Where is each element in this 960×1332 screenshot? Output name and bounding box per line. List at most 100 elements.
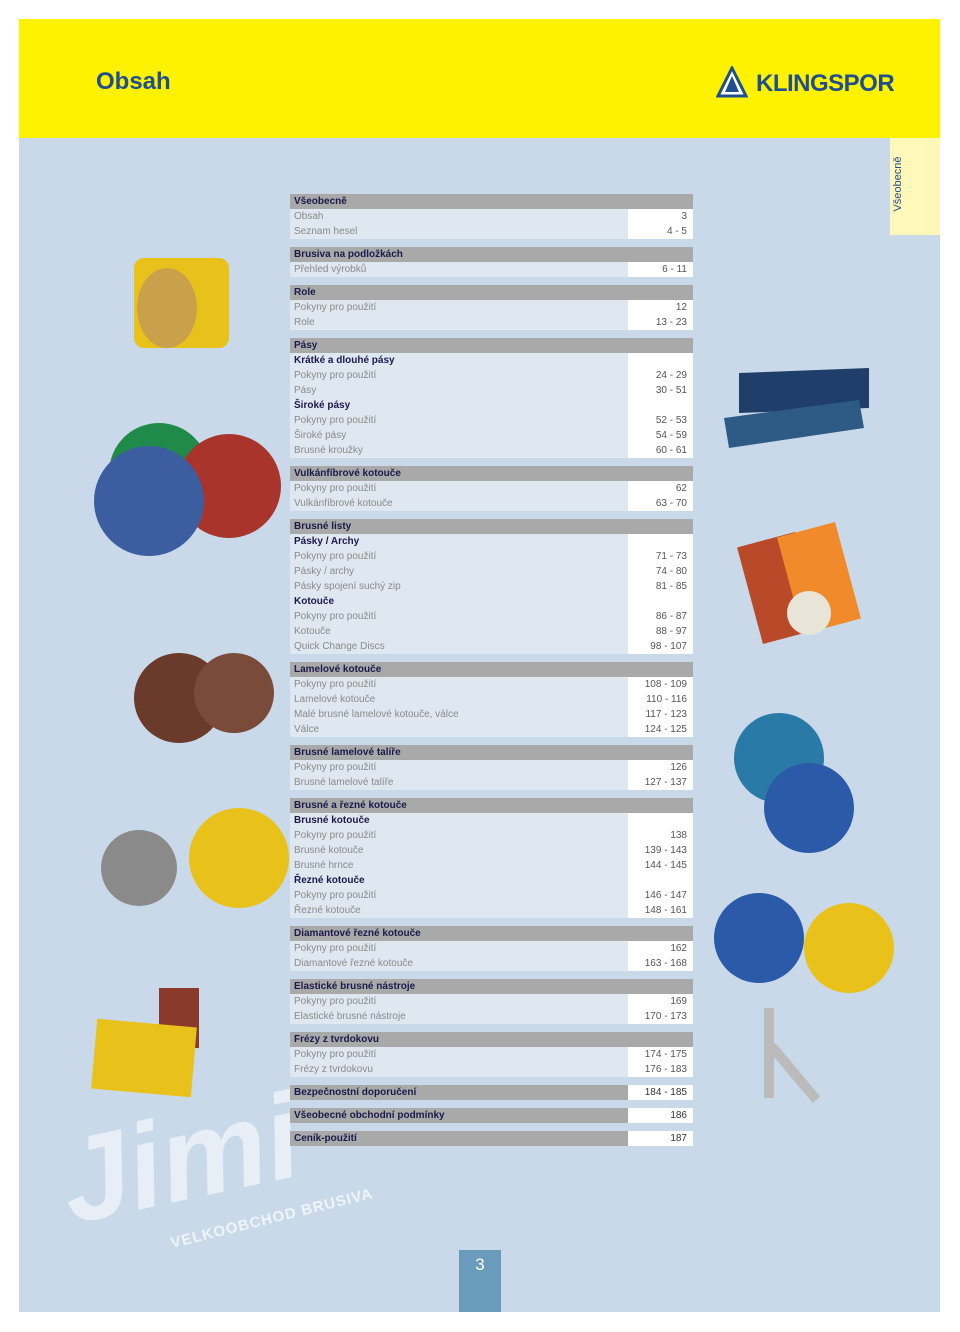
entry-label: Diamantové řezné kotouče (294, 958, 413, 969)
page-range: 81 - 85 (628, 579, 693, 594)
page-cell (628, 398, 693, 413)
entry-label: Pokyny pro použití (294, 943, 377, 954)
toc-entry: Brusné kotouče 139 - 143 (290, 843, 693, 858)
page-range: 176 - 183 (628, 1062, 693, 1077)
page-range: 62 (628, 481, 693, 496)
page-range: 144 - 145 (628, 858, 693, 873)
section-title: Brusné lamelové talíře (294, 747, 401, 758)
page-range: 98 - 107 (628, 639, 693, 654)
page-range: 162 (628, 941, 693, 956)
brand: KLINGSPOR (756, 70, 895, 97)
section-title: Všeobecné obchodní podmínky (294, 1110, 445, 1121)
subheading: Brusné kotouče (290, 813, 693, 828)
page-range: 63 - 70 (628, 496, 693, 511)
page-range: 52 - 53 (628, 413, 693, 428)
header-band (19, 19, 940, 138)
page-range: 146 - 147 (628, 888, 693, 903)
entry-label: Brusné hrnce (294, 860, 354, 871)
burr (767, 1042, 821, 1104)
belt (724, 400, 864, 448)
page-range: 138 (628, 828, 693, 843)
toc-entry: Brusné kroužky 60 - 61 (290, 443, 693, 458)
toc-entry: Frézy z tvrdokovu 176 - 183 (290, 1062, 693, 1077)
entry-label: Válce (294, 724, 320, 735)
entry-label: Kotouče (294, 626, 331, 637)
section-header: Brusiva na podložkách (290, 247, 693, 262)
toc-entry: Pokyny pro použití 52 - 53 (290, 413, 693, 428)
flap-disc (764, 763, 854, 853)
entry-label: Brusné kotouče (294, 845, 364, 856)
entry-label: Role (294, 317, 315, 328)
section-header: Pásy (290, 338, 693, 353)
flap-wheel (194, 653, 274, 733)
page-cell (628, 534, 693, 549)
diamond-disc (714, 893, 804, 983)
page-range: 13 - 23 (628, 315, 693, 330)
toc-entry: Pokyny pro použití 62 (290, 481, 693, 496)
page-range: 6 - 11 (628, 262, 693, 277)
section-title: Brusné listy (294, 521, 352, 532)
box (91, 1018, 197, 1098)
side-tab (890, 138, 940, 235)
toc-entry: Brusné lamelové talíře 127 - 137 (290, 775, 693, 790)
toc-entry: Kotouče 88 - 97 (290, 624, 693, 639)
section-header: Bezpečnostní doporučení 184 - 185 (290, 1085, 693, 1100)
toc-entry: Pokyny pro použití 12 (290, 300, 693, 315)
entry-label: Malé brusné lamelové kotouče, válce (294, 709, 459, 720)
section-title: Všeobecně (294, 196, 347, 207)
grinding-disc (101, 830, 177, 906)
burr (764, 1008, 774, 1098)
page-range: 30 - 51 (628, 383, 693, 398)
page-number: 3 (459, 1250, 501, 1312)
toc-entry: Pásky spojení suchý zip 81 - 85 (290, 579, 693, 594)
section-title: Bezpečnostní doporučení (294, 1087, 417, 1098)
subheading-text: Řezné kotouče (294, 875, 365, 886)
subheading: Krátké a dlouhé pásy (290, 353, 693, 368)
subheading-text: Brusné kotouče (294, 815, 370, 826)
page-range: 110 - 116 (628, 692, 693, 707)
page-range: 3 (628, 209, 693, 224)
entry-label: Pokyny pro použití (294, 611, 377, 622)
entry-label: Quick Change Discs (294, 641, 385, 652)
entry-label: Pokyny pro použití (294, 302, 377, 313)
toc-entry: Pokyny pro použití 24 - 29 (290, 368, 693, 383)
section-header: Všeobecné obchodní podmínky 186 (290, 1108, 693, 1123)
entry-label: Vulkánfíbrové kotouče (294, 498, 393, 509)
toc-entry: Pokyny pro použití 71 - 73 (290, 549, 693, 564)
toc-entry: Brusné hrnce 144 - 145 (290, 858, 693, 873)
toc-entry: Přehled výrobků 6 - 11 (290, 262, 693, 277)
section-header: Vulkánfíbrové kotouče (290, 466, 693, 481)
subheading: Široké pásy (290, 398, 693, 413)
section-title: Brusiva na podložkách (294, 249, 403, 260)
page-range: 24 - 29 (628, 368, 693, 383)
toc-entry: Válce 124 - 125 (290, 722, 693, 737)
section-header: Brusné a řezné kotouče (290, 798, 693, 813)
fibre-disc (177, 434, 281, 538)
entry-label: Řezné kotouče (294, 905, 361, 916)
entry-label: Široké pásy (294, 430, 347, 441)
page-range: 169 (628, 994, 693, 1009)
entry-label: Pokyny pro použití (294, 1049, 377, 1060)
subheading-text: Široké pásy (294, 400, 351, 411)
section-header: Všeobecně (290, 194, 693, 209)
page-range: 108 - 109 (628, 677, 693, 692)
entry-label: Pokyny pro použití (294, 551, 377, 562)
section-title: Brusné a řezné kotouče (294, 800, 407, 811)
subheading-text: Pásky / Archy (294, 536, 360, 547)
page-cell (628, 594, 693, 609)
toc-entry: Pokyny pro použití 126 (290, 760, 693, 775)
toc-entry: Pokyny pro použití 174 - 175 (290, 1047, 693, 1062)
toc-entry: Elastické brusné nástroje 170 - 173 (290, 1009, 693, 1024)
section-header: Brusné listy (290, 519, 693, 534)
page-range: 174 - 175 (628, 1047, 693, 1062)
toc-entry: Seznam hesel 4 - 5 (290, 224, 693, 239)
diamond-disc (804, 903, 894, 993)
page-range: 126 (628, 760, 693, 775)
belt (739, 368, 869, 413)
toc-entry: Vulkánfíbrové kotouče 63 - 70 (290, 496, 693, 511)
page-range: 163 - 168 (628, 956, 693, 971)
page-cell (628, 873, 693, 888)
toc-entry: Malé brusné lamelové kotouče, válce 117 -… (290, 707, 693, 722)
subheading: Řezné kotouče (290, 873, 693, 888)
